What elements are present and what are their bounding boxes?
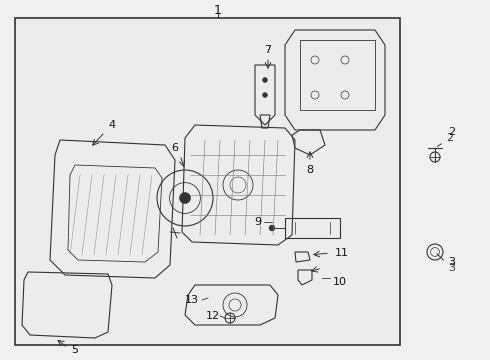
Circle shape bbox=[263, 77, 268, 82]
Text: 2: 2 bbox=[448, 127, 456, 137]
Text: 11: 11 bbox=[335, 248, 349, 258]
Bar bbox=[15, 18, 400, 345]
Text: 2: 2 bbox=[437, 133, 454, 147]
Text: 7: 7 bbox=[265, 45, 271, 55]
Circle shape bbox=[179, 192, 191, 204]
Bar bbox=[300, 40, 375, 110]
Circle shape bbox=[269, 225, 275, 231]
Text: 3: 3 bbox=[448, 257, 456, 267]
Text: 6: 6 bbox=[172, 143, 178, 153]
Text: 5: 5 bbox=[72, 345, 78, 355]
Text: 13: 13 bbox=[185, 295, 199, 305]
Text: 3: 3 bbox=[437, 254, 456, 273]
Text: 8: 8 bbox=[306, 165, 314, 175]
Text: 4: 4 bbox=[108, 120, 116, 130]
Text: 12: 12 bbox=[206, 311, 220, 321]
Text: 10: 10 bbox=[333, 277, 347, 287]
Circle shape bbox=[263, 93, 268, 98]
Text: 1: 1 bbox=[214, 4, 222, 17]
Text: 9: 9 bbox=[254, 217, 262, 227]
Bar bbox=[285, 218, 340, 238]
